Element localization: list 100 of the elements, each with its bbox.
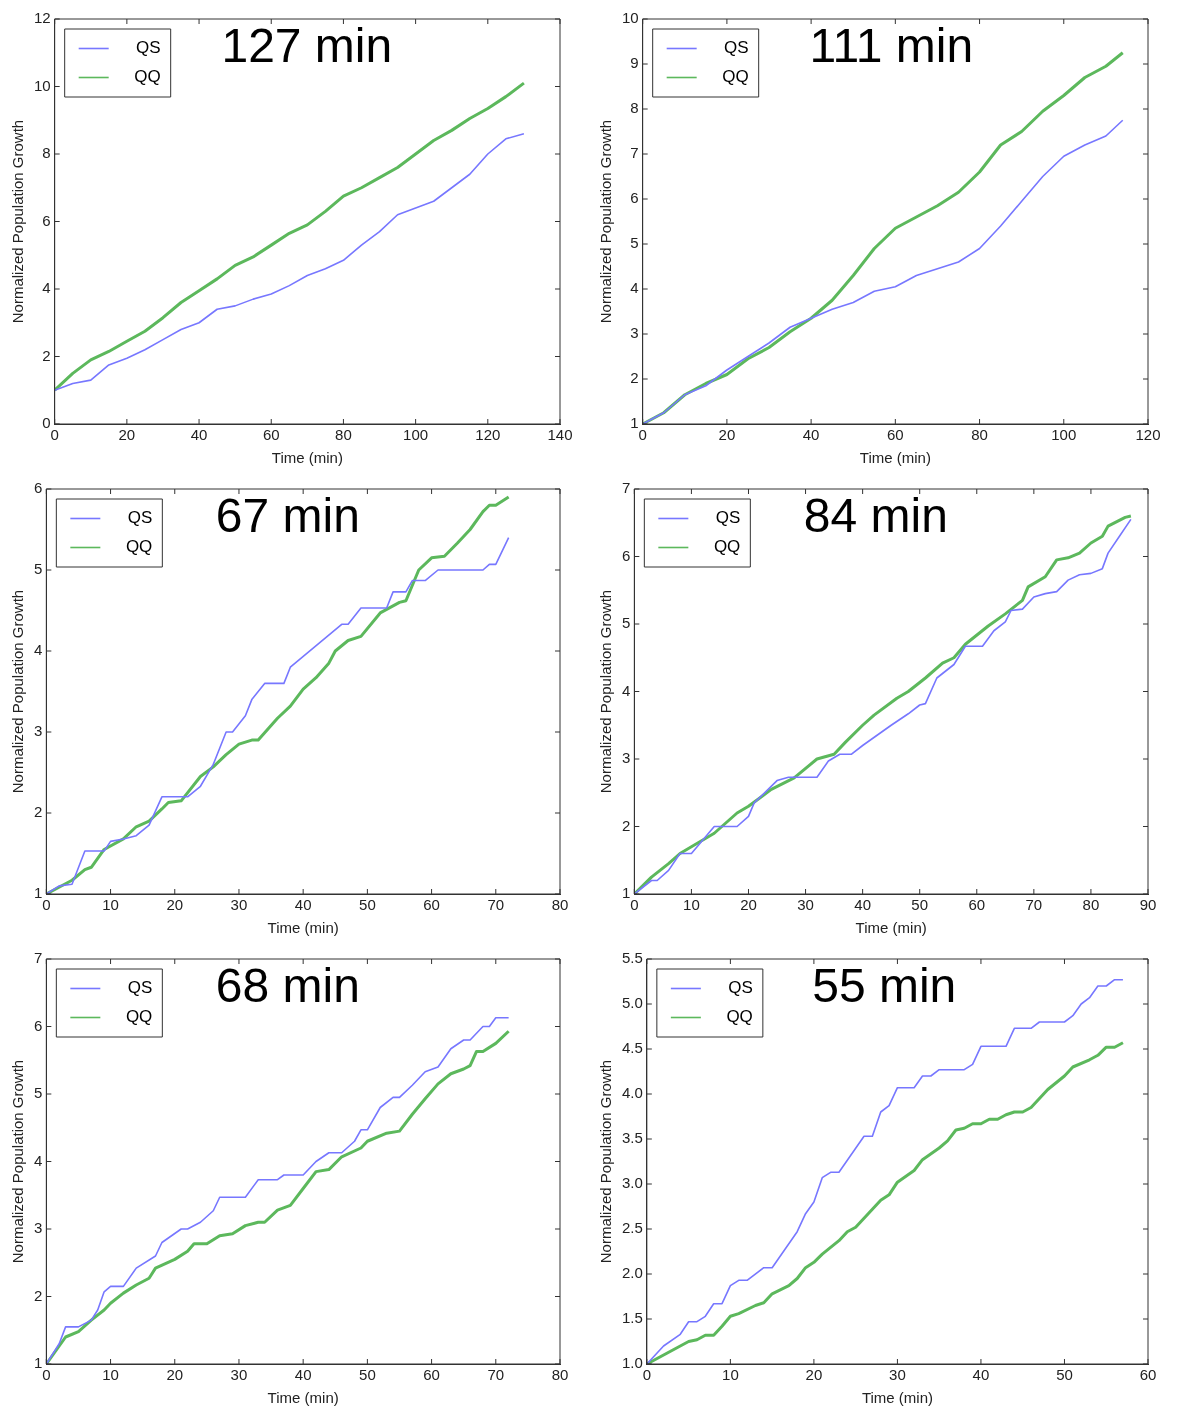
x-tick-label: 40: [294, 896, 312, 914]
x-tick-label: 70: [1025, 896, 1043, 914]
legend-label: QQ: [134, 67, 161, 87]
y-tick-label: 3.0: [621, 1174, 643, 1192]
y-tick-label: 5: [622, 614, 631, 632]
x-tick-label: 100: [1051, 426, 1077, 444]
x-tick-label: 10: [102, 1366, 119, 1384]
x-tick-label: 20: [118, 426, 136, 444]
y-tick-label: 9: [630, 54, 639, 72]
legend-label: QS: [728, 978, 753, 998]
y-axis-title: Normalized Population Growth: [9, 1059, 27, 1264]
y-axis-title: Normalized Population Growth: [9, 119, 27, 324]
y-tick-label: 5.5: [621, 949, 643, 967]
y-tick-label: 7: [622, 479, 631, 497]
x-tick-label: 80: [551, 896, 569, 914]
x-tick-label: 60: [423, 1366, 440, 1384]
x-tick-label: 60: [1139, 1366, 1157, 1384]
y-tick-label: 2.5: [621, 1219, 643, 1237]
annotation: 84 min: [803, 489, 948, 543]
x-tick-label: 40: [854, 896, 871, 914]
y-tick-label: 6: [42, 211, 51, 229]
x-tick-label: 20: [166, 1366, 184, 1384]
x-tick-label: 90: [1139, 896, 1157, 914]
x-tick-label: 30: [797, 896, 814, 914]
y-tick-label: 1: [622, 884, 631, 902]
legend-label: QS: [724, 38, 749, 58]
y-tick-label: 2: [34, 1286, 43, 1304]
y-tick-label: 5: [630, 234, 639, 252]
y-tick-label: 6: [630, 189, 639, 207]
x-tick-label: 100: [403, 426, 429, 444]
y-tick-label: 2.0: [621, 1264, 643, 1282]
legend-label: QQ: [726, 1007, 753, 1027]
y-tick-label: 4.0: [621, 1084, 643, 1102]
x-tick-label: 40: [294, 1366, 312, 1384]
y-tick-label: 4: [34, 1151, 43, 1169]
x-tick-label: 40: [190, 426, 208, 444]
y-tick-label: 8: [42, 144, 51, 162]
y-tick-label: 1.5: [621, 1309, 643, 1327]
y-tick-label: 1: [630, 414, 639, 432]
legend-label: QQ: [713, 537, 741, 557]
x-tick-label: 140: [547, 426, 573, 444]
y-tick-label: 12: [34, 9, 51, 27]
x-tick-label: 40: [802, 426, 820, 444]
x-tick-label: 10: [683, 896, 700, 914]
y-tick-label: 5: [34, 1084, 43, 1102]
y-tick-label: 4.5: [621, 1039, 643, 1057]
annotation: 111 min: [809, 19, 974, 73]
legend-label: QQ: [722, 67, 749, 87]
x-tick-label: 50: [359, 896, 376, 914]
x-tick-label: 80: [971, 426, 988, 444]
y-tick-label: 6: [34, 479, 43, 497]
x-tick-label: 30: [230, 1366, 248, 1384]
x-tick-label: 60: [423, 896, 440, 914]
legend-label: QQ: [125, 537, 153, 557]
y-tick-label: 10: [622, 9, 639, 27]
y-axis-title: Normalized Population Growth: [9, 589, 27, 794]
annotation: 67 min: [215, 489, 360, 543]
x-tick-label: 80: [551, 1366, 569, 1384]
y-tick-label: 8: [630, 99, 639, 117]
x-tick-label: 70: [487, 896, 505, 914]
y-tick-label: 2: [622, 816, 631, 834]
y-tick-label: 4: [630, 279, 639, 297]
x-tick-label: 10: [102, 896, 119, 914]
x-tick-label: 60: [262, 426, 280, 444]
legend-label: QS: [715, 508, 741, 528]
x-tick-label: 50: [911, 896, 929, 914]
x-tick-label: 70: [487, 1366, 505, 1384]
legend-label: QS: [136, 38, 161, 58]
x-tick-label: 50: [1056, 1366, 1073, 1384]
y-tick-label: 0: [42, 414, 51, 432]
x-tick-label: 30: [230, 896, 248, 914]
y-tick-label: 1.0: [621, 1354, 643, 1372]
y-tick-label: 3: [34, 1219, 43, 1237]
x-axis-title: Time (min): [861, 1389, 933, 1407]
x-tick-label: 120: [475, 426, 501, 444]
x-axis-title: Time (min): [267, 1389, 339, 1407]
y-tick-label: 4: [622, 681, 631, 699]
x-axis-title: Time (min): [859, 449, 931, 467]
x-tick-label: 60: [887, 426, 904, 444]
y-axis-title: Normalized Population Growth: [597, 589, 615, 794]
x-tick-label: 10: [722, 1366, 739, 1384]
y-tick-label: 10: [34, 76, 51, 94]
annotation: 127 min: [221, 19, 393, 73]
x-tick-label: 20: [718, 426, 736, 444]
y-tick-label: 5.0: [621, 994, 643, 1012]
x-tick-label: 20: [805, 1366, 823, 1384]
y-tick-label: 2: [630, 369, 639, 387]
legend-label: QS: [127, 508, 153, 528]
y-tick-label: 2: [34, 803, 43, 821]
annotation: 68 min: [215, 959, 360, 1013]
y-tick-label: 7: [630, 144, 639, 162]
y-tick-label: 4: [42, 279, 51, 297]
y-tick-label: 4: [34, 641, 43, 659]
x-axis-title: Time (min): [271, 449, 343, 467]
x-tick-label: 20: [740, 896, 757, 914]
x-tick-label: 40: [972, 1366, 990, 1384]
y-axis-title: Normalized Population Growth: [597, 1059, 615, 1264]
y-tick-label: 3.5: [621, 1129, 643, 1147]
x-tick-label: 60: [968, 896, 986, 914]
y-axis-title: Normalized Population Growth: [597, 119, 615, 324]
